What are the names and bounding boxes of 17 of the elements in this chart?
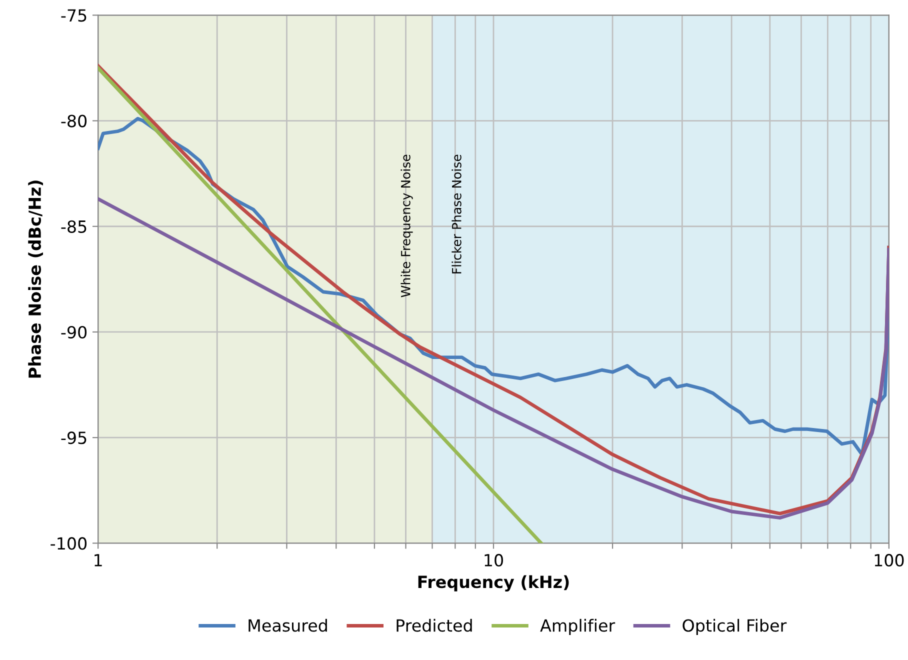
y-tick-label: -100 [50, 537, 87, 550]
y-tick-label: -85 [61, 220, 86, 233]
y-tick-label: -95 [61, 432, 86, 444]
x-tick-label: 1 [94, 554, 102, 566]
band-label: Flicker Phase Noise [452, 154, 462, 274]
x-tick-label: 100 [874, 554, 904, 566]
y-tick-label: -90 [61, 326, 87, 339]
legend-label: Optical Fiber [682, 618, 787, 636]
legend-label: Amplifier [540, 618, 616, 636]
y-tick-label: -80 [61, 114, 87, 128]
legend-label: Measured [248, 618, 327, 632]
x-axis-title: Frequency (kHz) [418, 575, 569, 592]
x-tick-label: 10 [484, 554, 503, 566]
y-tick-label: -75 [61, 9, 86, 22]
band-label: White Frequency Noise [400, 154, 413, 298]
y-axis-title: Phase Noise (dBc/Hz) [28, 180, 43, 378]
legend-label: Predicted [396, 618, 472, 632]
